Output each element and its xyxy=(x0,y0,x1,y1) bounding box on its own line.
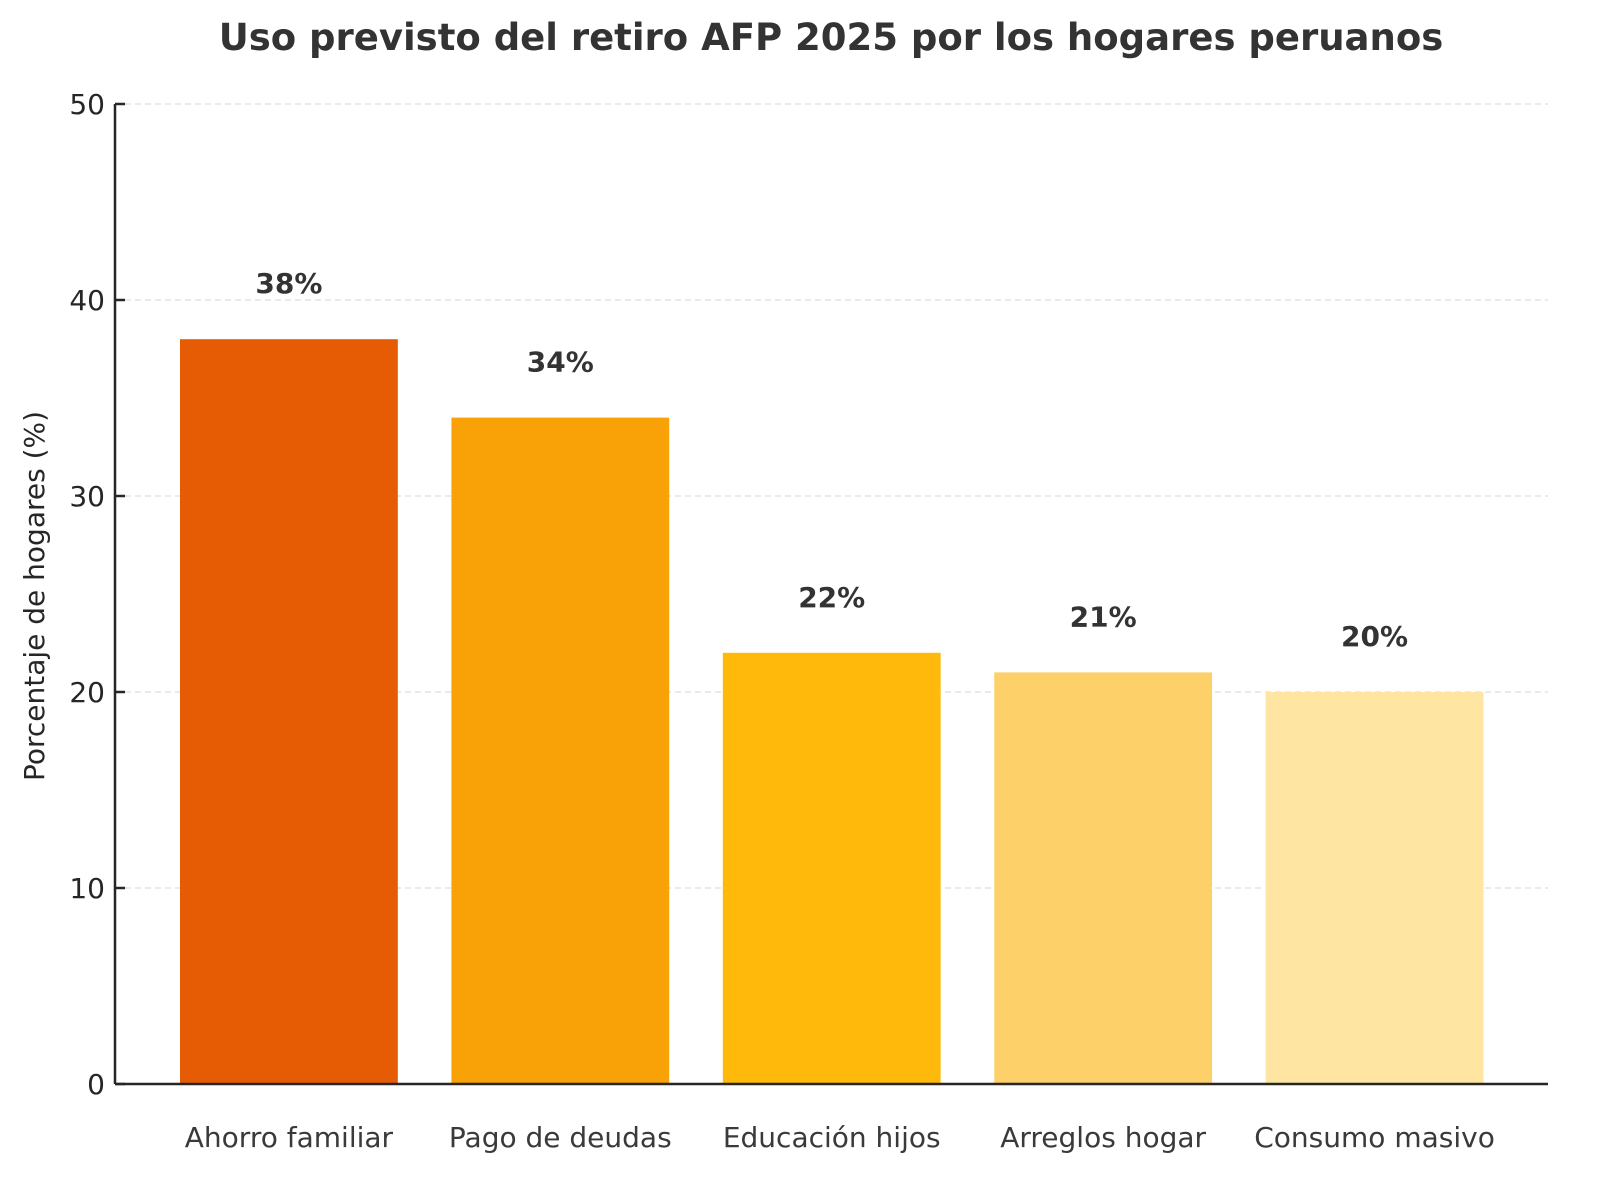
data-labels: 38% 34% 22% 21% 20% xyxy=(255,267,1408,653)
data-label: 38% xyxy=(255,267,322,300)
y-tick-label: 40 xyxy=(69,284,105,317)
x-tick-label: Educación hijos xyxy=(723,1121,941,1154)
x-tick-label: Consumo masivo xyxy=(1254,1121,1495,1154)
y-axis: 0 10 20 30 40 50 xyxy=(69,88,125,1101)
bar-educaci-n-hijos xyxy=(722,652,941,1084)
x-tick-label: Ahorro familiar xyxy=(185,1121,394,1154)
chart-title: Uso previsto del retiro AFP 2025 por los… xyxy=(219,16,1444,59)
y-tick-label: 0 xyxy=(87,1068,105,1101)
bar-arreglos-hogar xyxy=(994,672,1213,1084)
y-tick-label: 50 xyxy=(69,88,105,121)
bar-consumo-masivo xyxy=(1265,692,1484,1084)
data-label: 22% xyxy=(798,581,865,614)
bar-pago-de-deudas xyxy=(451,417,670,1085)
data-label: 21% xyxy=(1070,600,1137,633)
x-axis: Ahorro familiar Pago de deudas Educación h… xyxy=(115,1082,1548,1154)
data-label: 20% xyxy=(1341,620,1408,653)
data-label: 34% xyxy=(527,346,594,379)
bars xyxy=(180,339,1484,1085)
y-axis-label: Porcentaje de hogares (%) xyxy=(18,411,51,781)
x-tick-label: Pago de deudas xyxy=(449,1121,672,1154)
x-tick-label: Arreglos hogar xyxy=(1000,1121,1206,1154)
bar-ahorro-familiar xyxy=(180,339,398,1084)
y-tick-label: 10 xyxy=(69,872,105,905)
y-tick-label: 30 xyxy=(69,480,105,513)
y-tick-label: 20 xyxy=(69,676,105,709)
